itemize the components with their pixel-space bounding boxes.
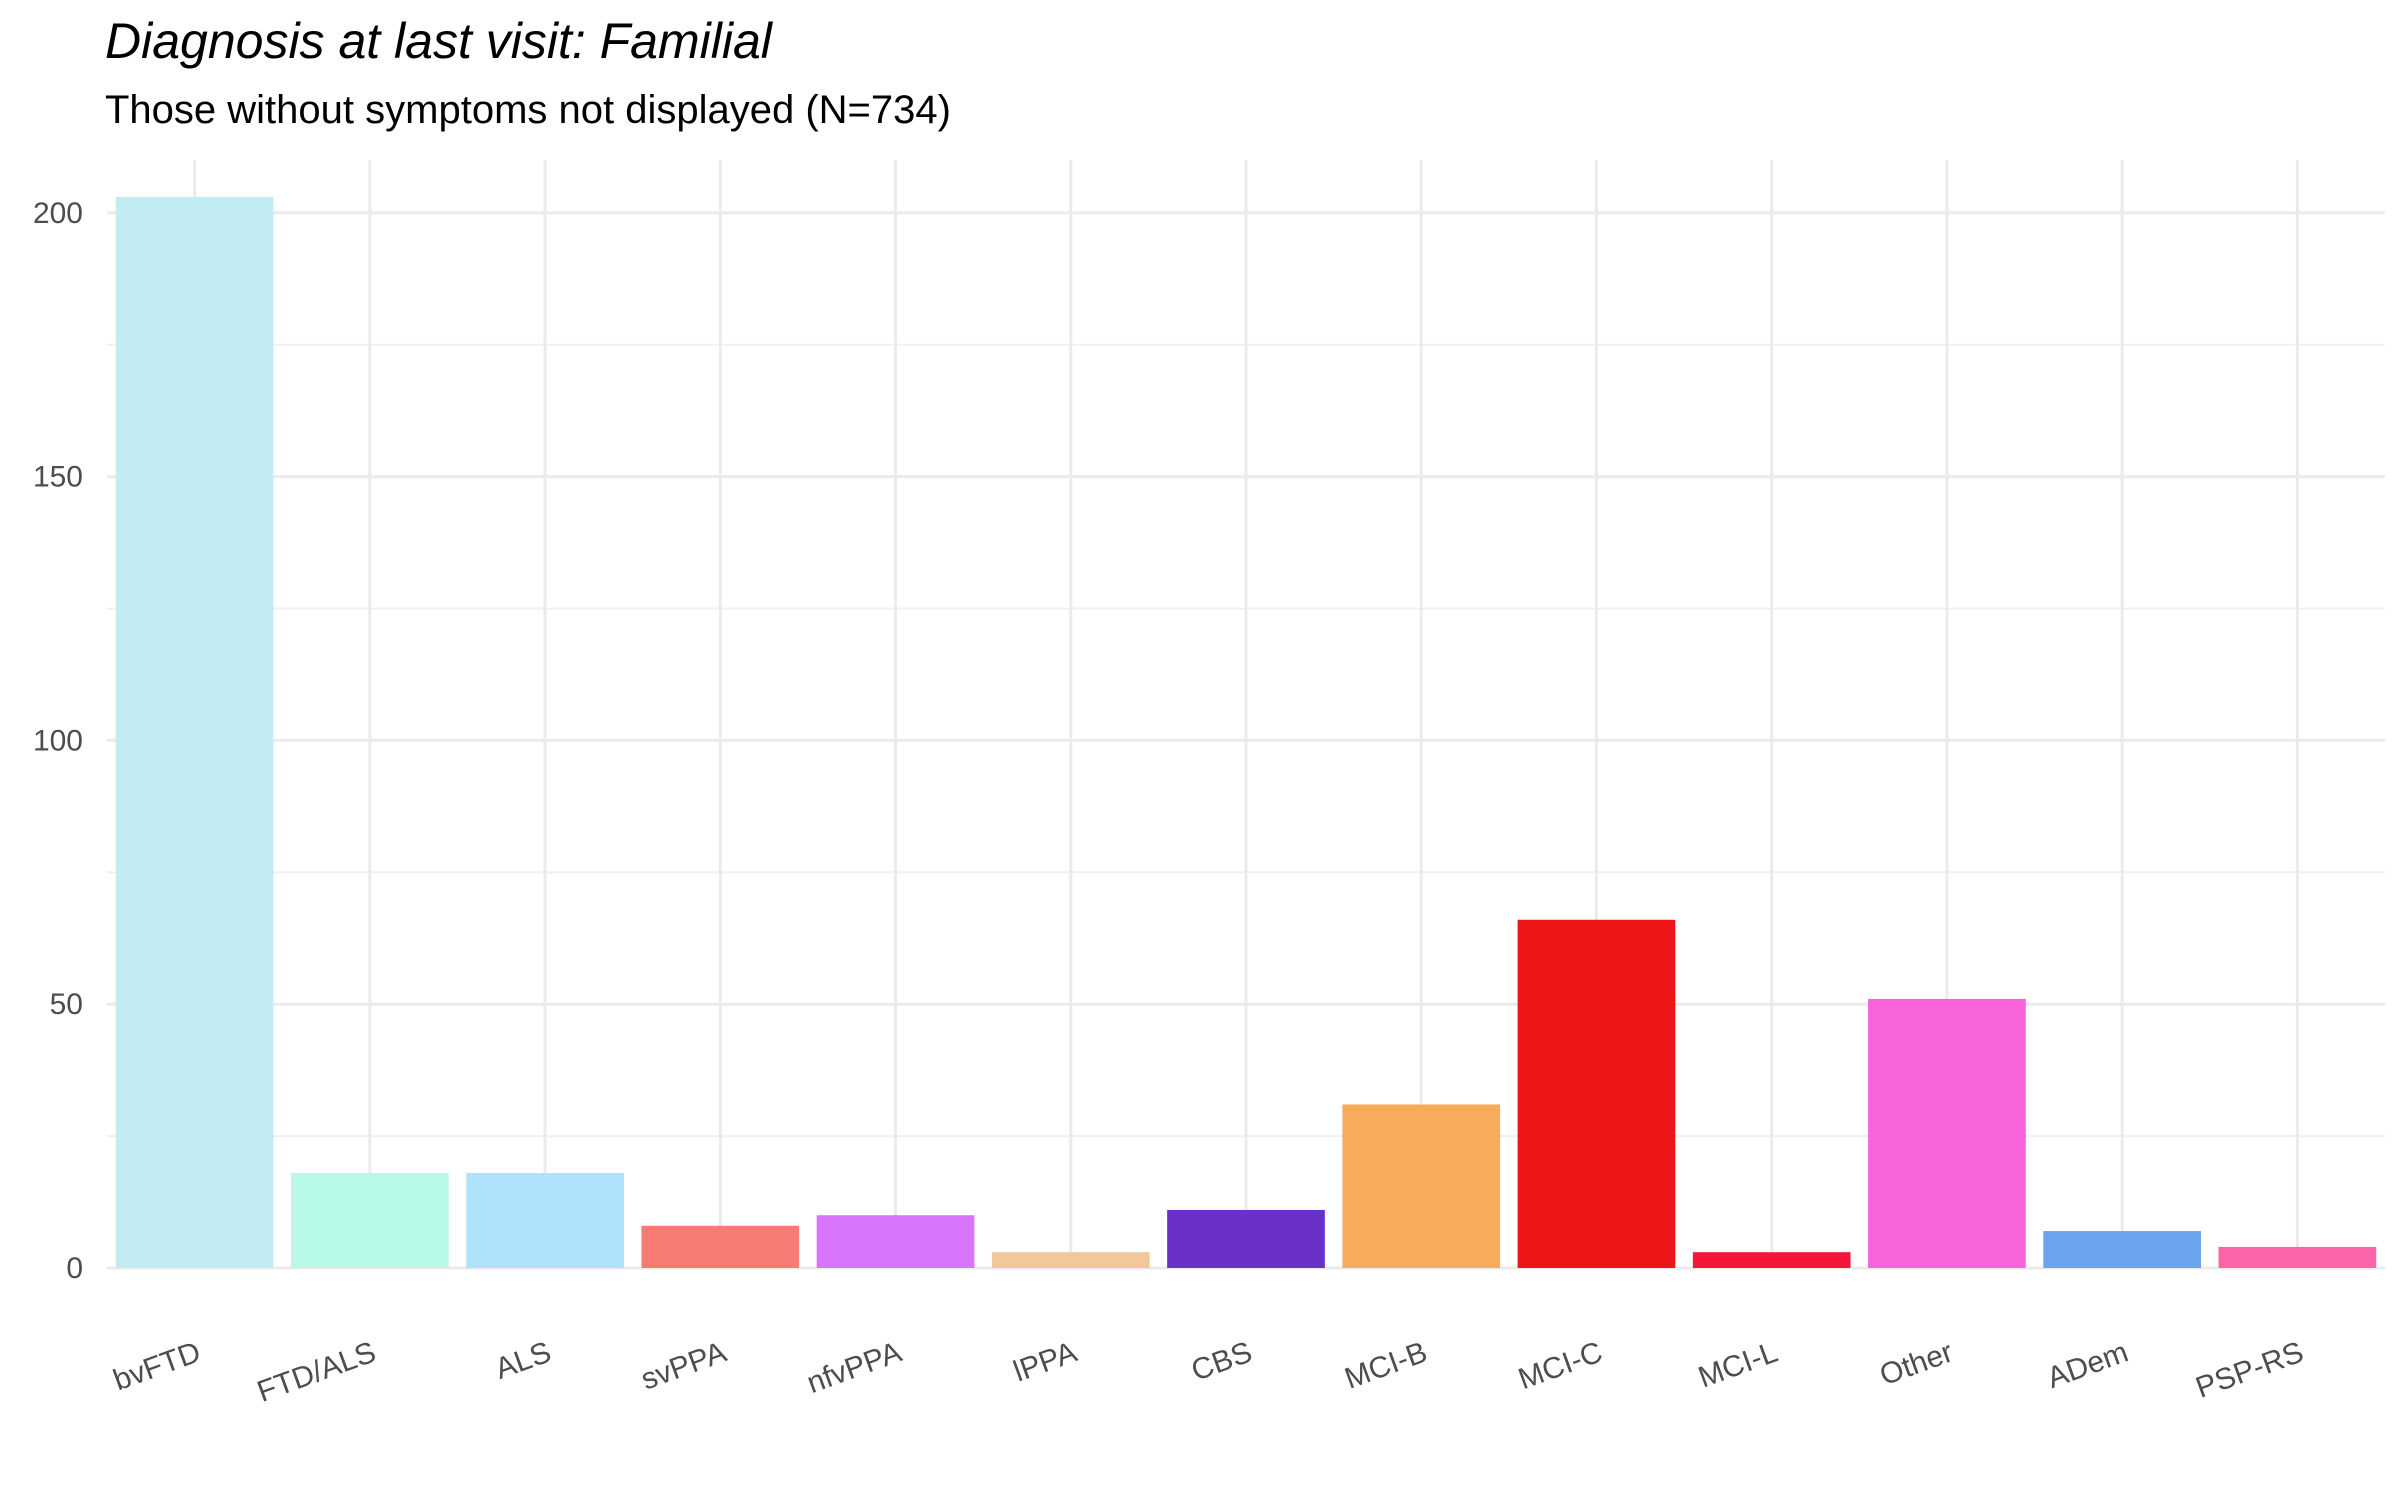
x-tick-label: CBS bbox=[1187, 1336, 1256, 1388]
bar-bvftd bbox=[115, 196, 274, 1268]
x-tick-label: ADem bbox=[2043, 1336, 2133, 1396]
bar-psp-rs bbox=[2218, 1246, 2377, 1268]
chart-title: Diagnosis at last visit: Familial bbox=[105, 13, 772, 69]
x-tick-label: lPPA bbox=[1009, 1336, 1081, 1389]
grid-lines bbox=[107, 160, 2385, 1270]
x-tick-label: Other bbox=[1876, 1336, 1958, 1393]
x-tick-label: FTD/ALS bbox=[253, 1336, 380, 1409]
y-axis: 0 50 100 150 200 bbox=[33, 197, 83, 1285]
x-axis: bvFTD FTD/ALS ALS svPPA nfvPPA lPPA CBS MCI-B MC… bbox=[109, 1336, 2308, 1409]
x-tick-label: MCI-L bbox=[1694, 1336, 1782, 1395]
x-tick-label: bvFTD bbox=[109, 1336, 205, 1398]
x-tick-label: MCI-B bbox=[1340, 1336, 1431, 1396]
bar-nfvppa bbox=[816, 1215, 975, 1268]
bar-cbs bbox=[1167, 1209, 1325, 1268]
bar-mci-b bbox=[1342, 1104, 1501, 1268]
y-tick-label: 100 bbox=[33, 724, 83, 757]
x-tick-label: svPPA bbox=[637, 1336, 731, 1397]
x-tick-label: PSP-RS bbox=[2192, 1336, 2308, 1405]
bar-mci-c bbox=[1517, 919, 1676, 1268]
x-tick-label: MCI-C bbox=[1514, 1336, 1607, 1397]
bar-svppa bbox=[641, 1225, 800, 1268]
bar-adem bbox=[2043, 1231, 2202, 1268]
y-tick-label: 150 bbox=[33, 461, 83, 494]
bar-als bbox=[466, 1173, 624, 1268]
bar-mci-l bbox=[1692, 1252, 1851, 1268]
y-tick-label: 50 bbox=[50, 988, 83, 1021]
bar-other bbox=[1868, 998, 2026, 1268]
x-tick-label: nfvPPA bbox=[803, 1336, 906, 1400]
y-tick-label: 200 bbox=[33, 197, 83, 230]
chart-subtitle: Those without symptoms not displayed (N=… bbox=[105, 88, 951, 132]
y-tick-label: 0 bbox=[66, 1252, 83, 1285]
bars bbox=[115, 196, 2377, 1268]
bar-lppa bbox=[991, 1252, 1150, 1268]
x-tick-label: ALS bbox=[491, 1336, 556, 1386]
bar-ftd-als bbox=[290, 1173, 449, 1268]
